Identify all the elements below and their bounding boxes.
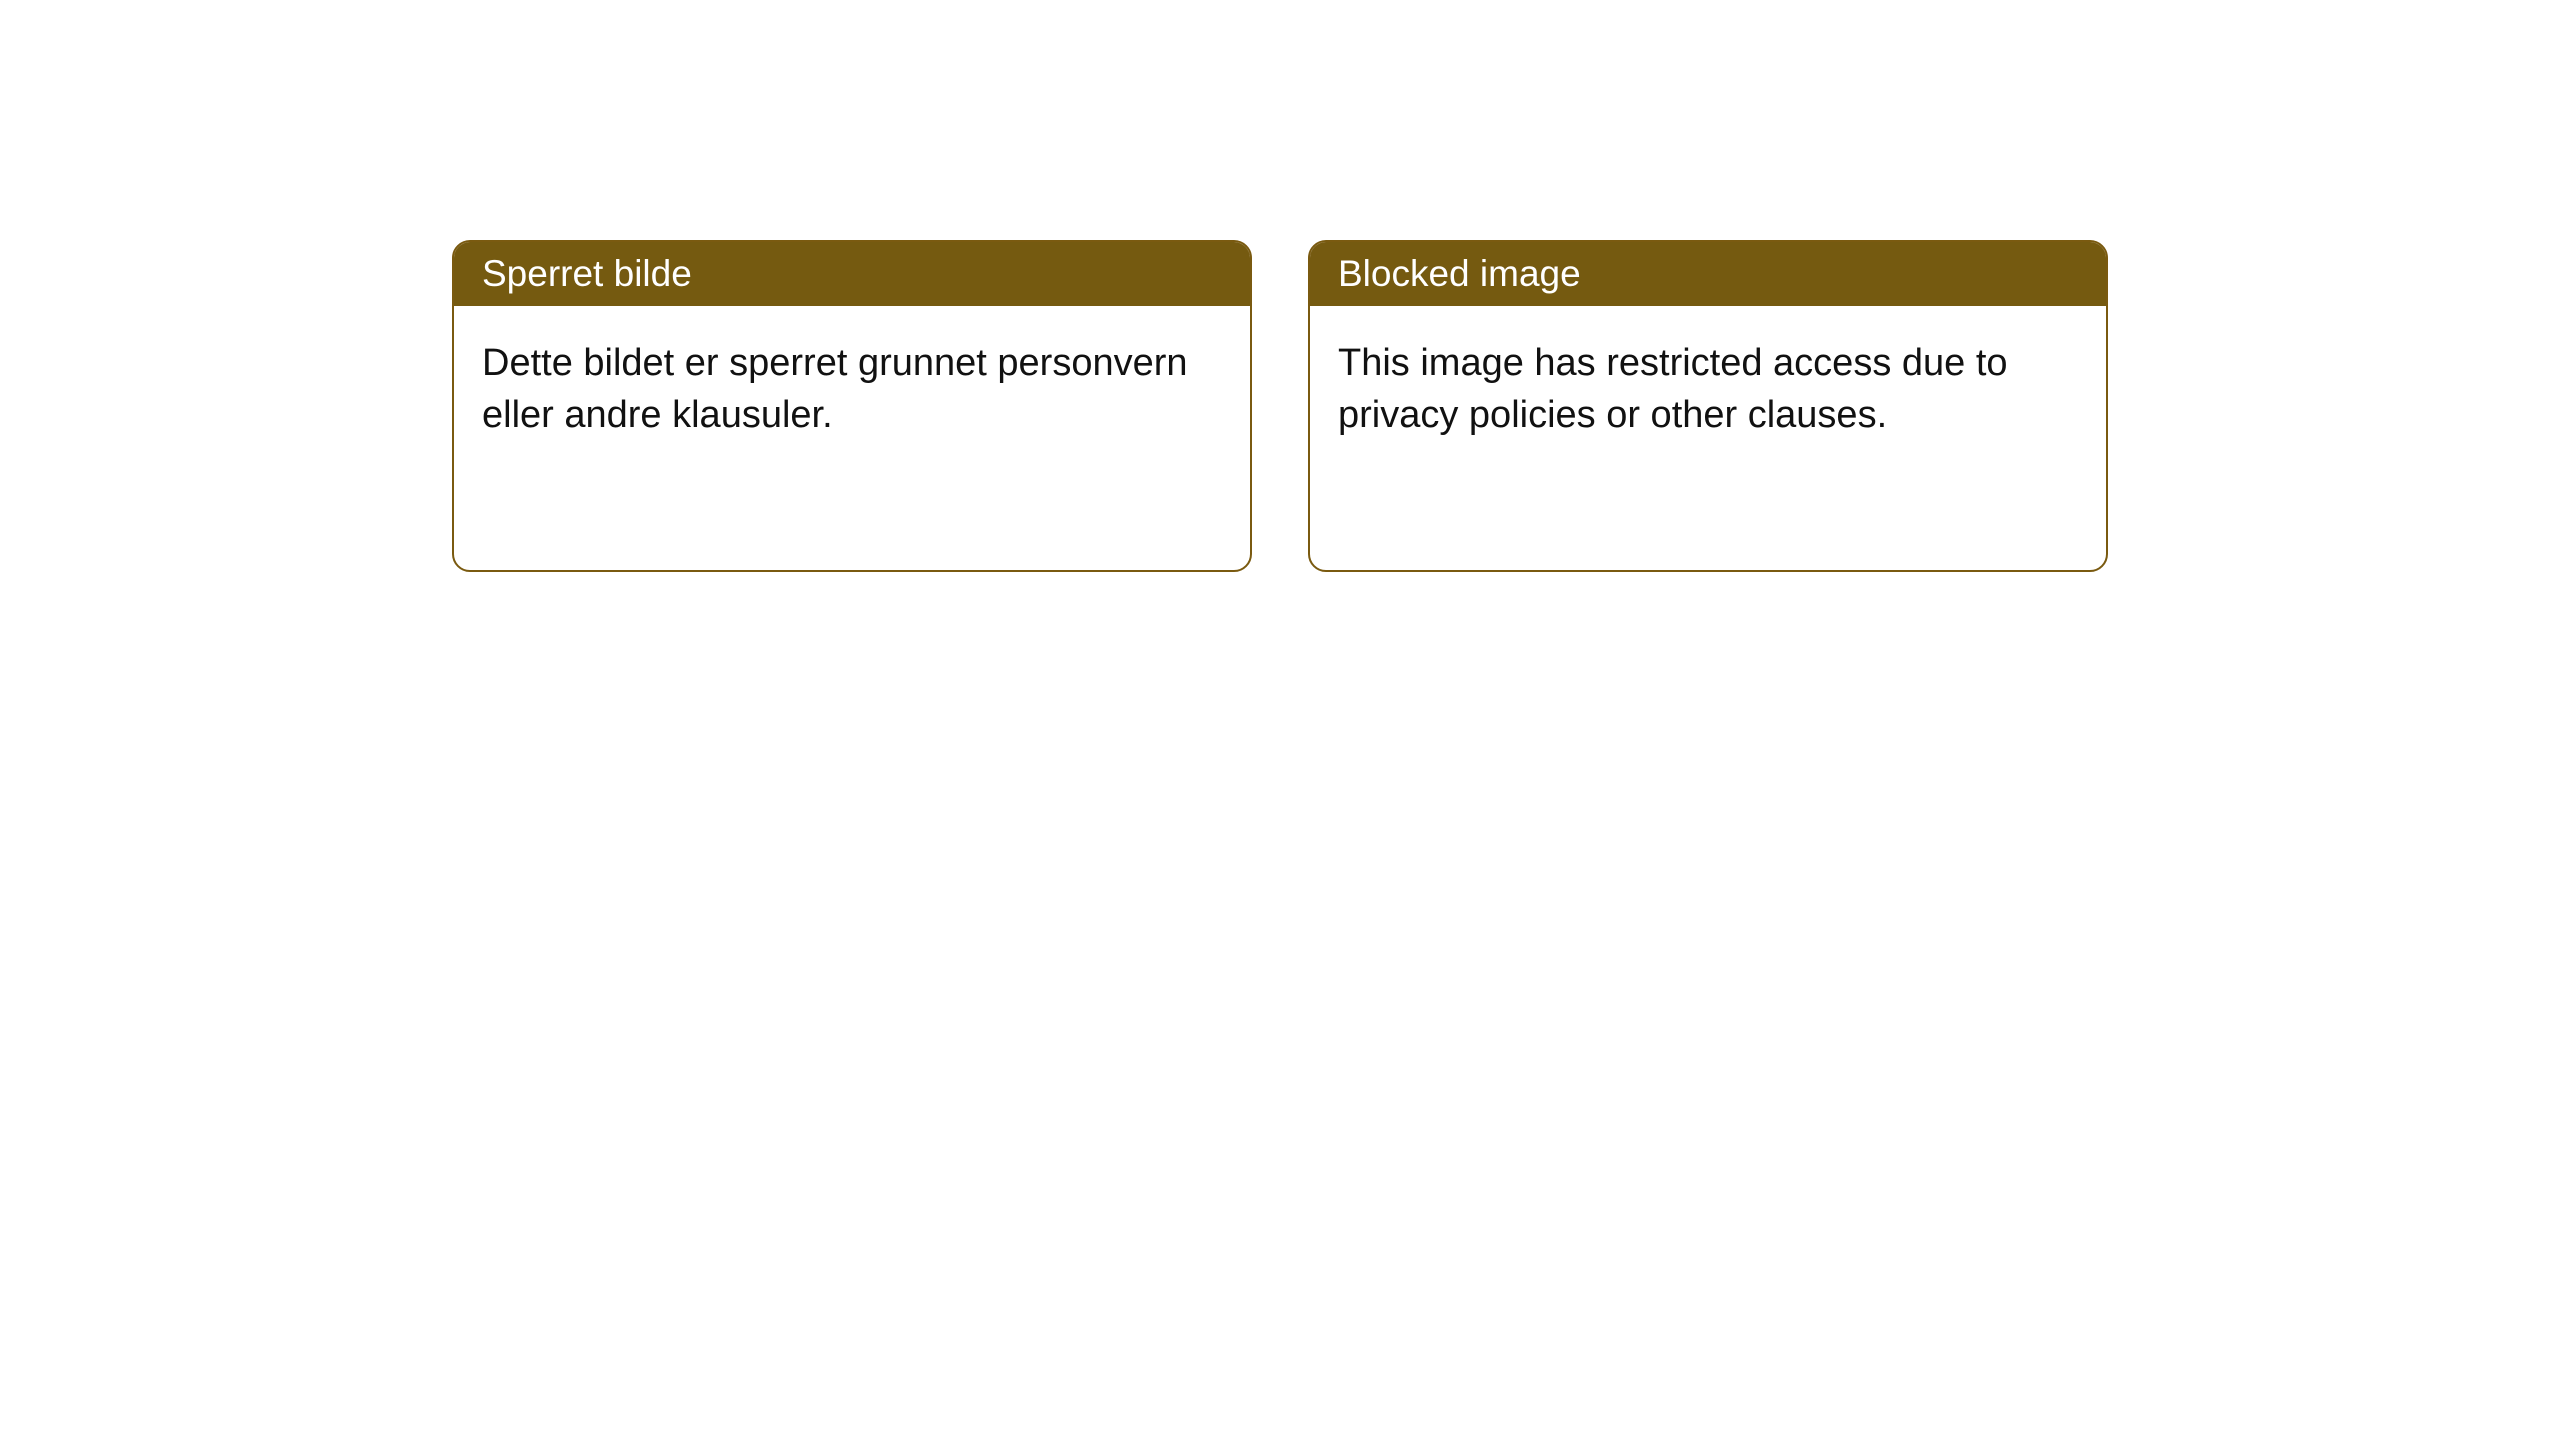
notice-card-norwegian: Sperret bilde Dette bildet er sperret gr… — [452, 240, 1252, 572]
notice-card-body: This image has restricted access due to … — [1310, 306, 2106, 570]
notice-card-title: Blocked image — [1310, 242, 2106, 306]
notice-card-body: Dette bildet er sperret grunnet personve… — [454, 306, 1250, 570]
notice-container: Sperret bilde Dette bildet er sperret gr… — [452, 240, 2108, 572]
notice-card-title: Sperret bilde — [454, 242, 1250, 306]
notice-card-english: Blocked image This image has restricted … — [1308, 240, 2108, 572]
